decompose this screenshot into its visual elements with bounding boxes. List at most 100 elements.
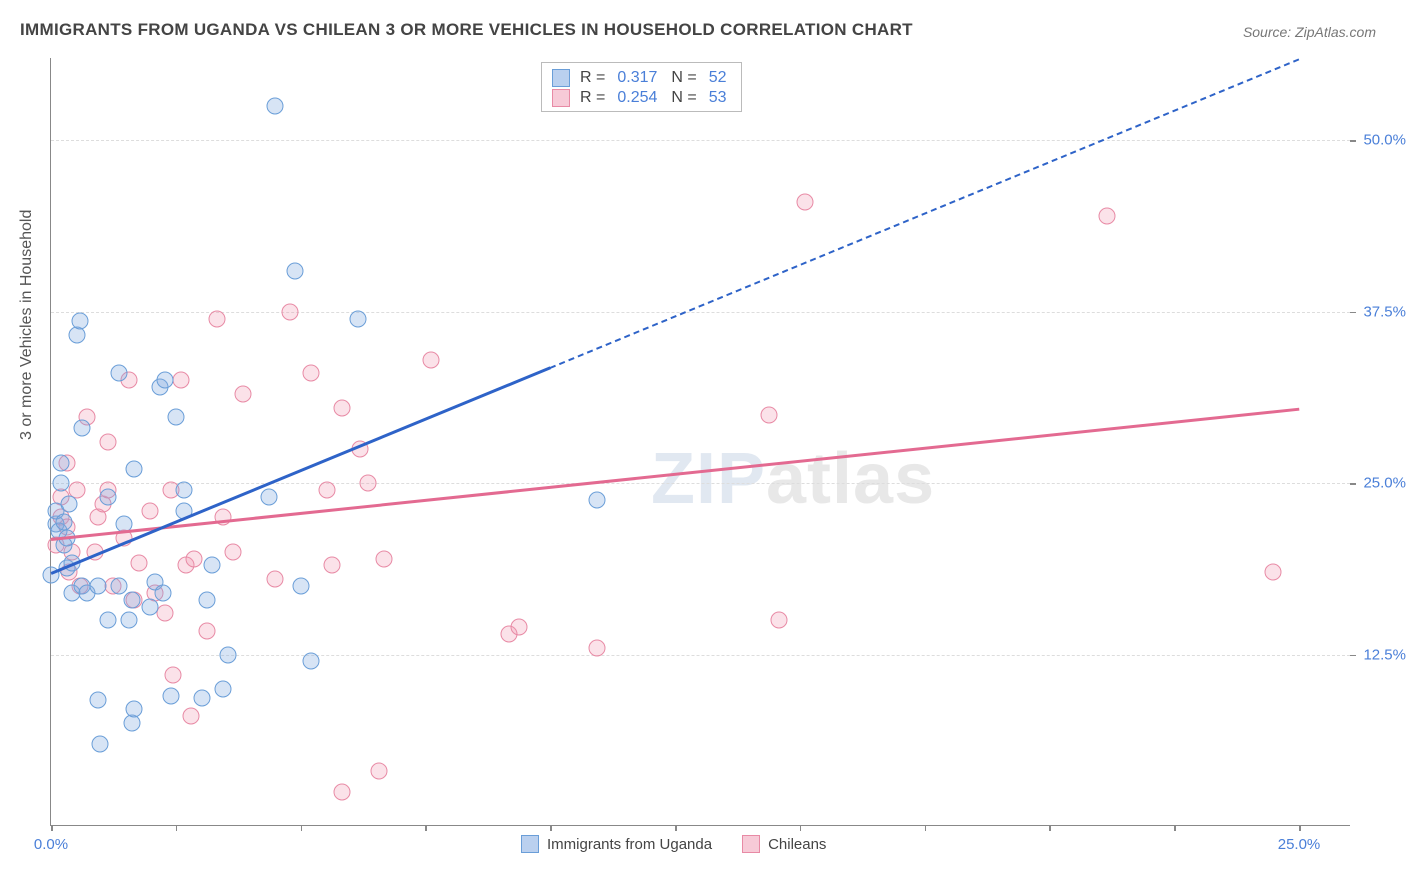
scatter-point-series2 bbox=[225, 543, 242, 560]
r-label: R = bbox=[580, 89, 605, 107]
n-label: N = bbox=[671, 89, 696, 107]
scatter-point-series2 bbox=[771, 612, 788, 629]
scatter-point-series2 bbox=[165, 667, 182, 684]
x-tick-mark bbox=[176, 825, 178, 831]
swatch-blue-icon bbox=[552, 69, 570, 87]
scatter-point-series2 bbox=[214, 509, 231, 526]
x-tick-label: 25.0% bbox=[1278, 836, 1321, 853]
x-tick-mark bbox=[301, 825, 303, 831]
gridline bbox=[51, 312, 1350, 313]
swatch-blue-icon bbox=[521, 835, 539, 853]
scatter-point-series1 bbox=[303, 653, 320, 670]
scatter-point-series1 bbox=[287, 262, 304, 279]
scatter-point-series1 bbox=[74, 420, 91, 437]
scatter-point-series1 bbox=[123, 591, 140, 608]
legend-label: Immigrants from Uganda bbox=[547, 836, 712, 853]
y-tick-mark bbox=[1350, 483, 1356, 485]
trendline-series2 bbox=[51, 408, 1299, 541]
scatter-point-series2 bbox=[235, 386, 252, 403]
scatter-point-series1 bbox=[53, 454, 70, 471]
scatter-point-series1 bbox=[219, 646, 236, 663]
scatter-point-series2 bbox=[511, 619, 528, 636]
scatter-point-series2 bbox=[173, 372, 190, 389]
swatch-pink-icon bbox=[742, 835, 760, 853]
stats-row-series2: R = 0.254 N = 53 bbox=[552, 88, 731, 108]
scatter-point-series1 bbox=[167, 409, 184, 426]
scatter-point-series2 bbox=[209, 310, 226, 327]
gridline bbox=[51, 483, 1350, 484]
x-tick-mark bbox=[550, 825, 552, 831]
scatter-point-series1 bbox=[157, 372, 174, 389]
scatter-point-series2 bbox=[157, 605, 174, 622]
scatter-point-series1 bbox=[204, 557, 221, 574]
stats-legend-box: R = 0.317 N = 52 R = 0.254 N = 53 bbox=[541, 62, 742, 112]
scatter-point-series2 bbox=[199, 623, 216, 640]
scatter-point-series1 bbox=[53, 475, 70, 492]
scatter-point-series2 bbox=[589, 639, 606, 656]
scatter-point-series2 bbox=[318, 482, 335, 499]
r-value: 0.254 bbox=[615, 89, 661, 107]
x-tick-mark bbox=[1049, 825, 1051, 831]
x-tick-mark bbox=[425, 825, 427, 831]
gridline bbox=[51, 140, 1350, 141]
scatter-point-series1 bbox=[175, 482, 192, 499]
scatter-point-series2 bbox=[360, 475, 377, 492]
scatter-point-series2 bbox=[334, 399, 351, 416]
scatter-point-series1 bbox=[154, 584, 171, 601]
scatter-point-series1 bbox=[100, 488, 117, 505]
x-tick-label: 0.0% bbox=[34, 836, 68, 853]
scatter-point-series1 bbox=[61, 495, 78, 512]
scatter-point-series2 bbox=[100, 434, 117, 451]
stats-row-series1: R = 0.317 N = 52 bbox=[552, 68, 731, 88]
y-tick-mark bbox=[1350, 655, 1356, 657]
scatter-point-series2 bbox=[1098, 207, 1115, 224]
watermark-accent: ZIP bbox=[651, 439, 766, 519]
scatter-point-series1 bbox=[110, 578, 127, 595]
legend-label: Chileans bbox=[768, 836, 826, 853]
scatter-point-series1 bbox=[261, 488, 278, 505]
scatter-point-series1 bbox=[100, 612, 117, 629]
scatter-point-series1 bbox=[89, 578, 106, 595]
chart-title: IMMIGRANTS FROM UGANDA VS CHILEAN 3 OR M… bbox=[20, 20, 913, 40]
scatter-point-series2 bbox=[131, 554, 148, 571]
y-tick-mark bbox=[1350, 140, 1356, 142]
scatter-point-series2 bbox=[183, 708, 200, 725]
scatter-point-series1 bbox=[110, 365, 127, 382]
scatter-point-series1 bbox=[121, 612, 138, 629]
y-axis-title: 3 or more Vehicles in Household bbox=[18, 210, 36, 440]
scatter-point-series1 bbox=[89, 691, 106, 708]
r-value: 0.317 bbox=[615, 69, 661, 87]
scatter-point-series1 bbox=[126, 461, 143, 478]
legend-item-series1: Immigrants from Uganda bbox=[521, 835, 712, 853]
legend-item-series2: Chileans bbox=[742, 835, 826, 853]
scatter-point-series2 bbox=[186, 550, 203, 567]
swatch-pink-icon bbox=[552, 89, 570, 107]
scatter-point-series1 bbox=[292, 578, 309, 595]
n-label: N = bbox=[671, 69, 696, 87]
x-tick-mark bbox=[675, 825, 677, 831]
scatter-point-series1 bbox=[56, 513, 73, 530]
x-tick-mark bbox=[925, 825, 927, 831]
scatter-point-series2 bbox=[266, 571, 283, 588]
scatter-point-series1 bbox=[589, 491, 606, 508]
scatter-point-series2 bbox=[1265, 564, 1282, 581]
scatter-point-series2 bbox=[282, 303, 299, 320]
r-label: R = bbox=[580, 69, 605, 87]
scatter-point-series2 bbox=[303, 365, 320, 382]
x-tick-mark bbox=[1174, 825, 1176, 831]
scatter-point-series1 bbox=[126, 701, 143, 718]
y-tick-label: 25.0% bbox=[1363, 475, 1406, 492]
y-tick-mark bbox=[1350, 312, 1356, 314]
y-tick-label: 12.5% bbox=[1363, 646, 1406, 663]
n-value: 52 bbox=[707, 69, 731, 87]
scatter-point-series1 bbox=[71, 313, 88, 330]
scatter-point-series1 bbox=[214, 680, 231, 697]
scatter-point-series1 bbox=[266, 98, 283, 115]
scatter-point-series1 bbox=[349, 310, 366, 327]
watermark-rest: atlas bbox=[766, 439, 935, 519]
scatter-point-series2 bbox=[323, 557, 340, 574]
scatter-point-series1 bbox=[141, 598, 158, 615]
plot-area: ZIPatlas R = 0.317 N = 52 R = 0.254 N = … bbox=[50, 58, 1350, 826]
n-value: 53 bbox=[707, 89, 731, 107]
x-tick-mark bbox=[51, 825, 53, 831]
